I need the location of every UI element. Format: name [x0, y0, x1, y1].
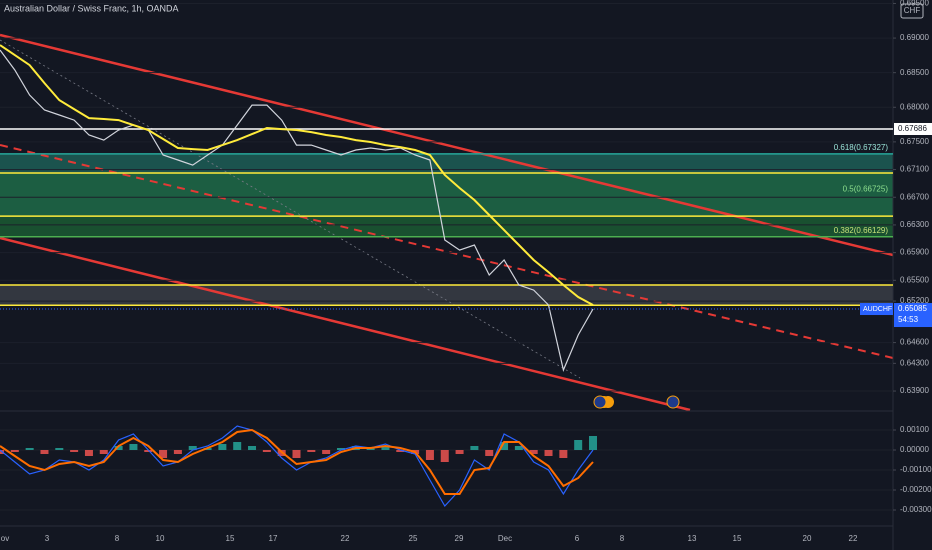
x-tick-label: 10: [156, 534, 165, 543]
last-price-tag: [894, 303, 932, 328]
x-tick-label: 15: [226, 534, 235, 543]
y-tick-label: 0.00100: [900, 425, 929, 434]
x-tick-label: 6: [575, 534, 580, 543]
x-tick-label: Dec: [498, 534, 512, 543]
histogram-bar: [40, 450, 49, 454]
histogram-bar: [559, 450, 568, 458]
histogram-bar: [159, 450, 168, 458]
symbol-label: AUDCHF: [863, 306, 892, 313]
currency[interactable]: CHF: [904, 6, 921, 15]
currency-box[interactable]: [900, 3, 924, 19]
histogram-bar: [529, 450, 538, 454]
histogram-bar: [144, 450, 153, 452]
series-line: [0, 44, 594, 306]
zone: [0, 216, 893, 237]
histogram-bar: [470, 446, 479, 450]
histogram-bar: [99, 450, 108, 454]
histogram-bar: [10, 450, 19, 452]
x-tick-label: ov: [1, 534, 9, 543]
chart-title: Australian Dollar / Swiss Franc, 1h, OAN…: [4, 3, 179, 13]
histogram-bar: [114, 446, 123, 450]
histogram-bar: [396, 450, 405, 452]
x-tick-label: 22: [849, 534, 858, 543]
guide-line: [0, 39, 581, 379]
y-tick-label: 0.66300: [900, 220, 929, 229]
histogram-bar: [25, 448, 34, 450]
countdown: 54:53: [898, 315, 919, 324]
y-tick-label: 0.69000: [900, 33, 929, 42]
histogram-bar: [574, 440, 583, 450]
symbol-tag: [860, 303, 893, 316]
histogram-bar: [262, 450, 271, 452]
histogram-bar: [129, 444, 138, 450]
fib-label: 0.5(0.66725): [843, 185, 889, 194]
zone: [0, 285, 893, 306]
x-tick-label: 17: [269, 534, 278, 543]
y-tick-label: 0.00000: [900, 445, 929, 454]
histogram-bar: [55, 448, 64, 450]
x-tick-label: 8: [620, 534, 625, 543]
price-tag-label: 0.67686: [898, 124, 927, 133]
histogram-bar: [336, 448, 345, 450]
price-tag: [894, 123, 932, 136]
x-tick-label: 3: [45, 534, 50, 543]
y-tick-label: 0.65900: [900, 248, 929, 257]
last-price-label: 0.65085: [898, 304, 927, 313]
histogram-bar: [70, 450, 79, 452]
series-line: [0, 428, 594, 495]
event-icons: [593, 395, 680, 409]
histogram-bar: [173, 450, 182, 454]
x-tick-label: 25: [409, 534, 418, 543]
x-tick-label: 29: [455, 534, 464, 543]
y-tick-label: 0.64300: [900, 358, 929, 367]
histogram-bar: [425, 450, 434, 460]
y-tick-label: 0.63900: [900, 386, 929, 395]
histogram-bar: [514, 446, 523, 450]
y-tick-label: -0.00300: [900, 505, 932, 514]
histogram-bar: [322, 450, 331, 454]
zone: [0, 173, 893, 217]
y-tick-label: 0.67500: [900, 137, 929, 146]
trend-line: [0, 33, 894, 257]
y-tick-label: 0.65200: [900, 296, 929, 305]
histogram-bar: [84, 450, 93, 456]
histogram-bar: [544, 450, 553, 456]
histogram-bar: [485, 450, 494, 456]
histogram-bar: [307, 450, 316, 452]
x-tick-label: 13: [688, 534, 697, 543]
fib-label: 0.382(0.66129): [834, 226, 889, 235]
series-line: [0, 49, 594, 372]
fib-label: 0.618(0.67327): [834, 143, 889, 152]
histogram-bar: [248, 446, 257, 450]
histogram-bar: [440, 450, 449, 462]
y-tick-label: 0.67100: [900, 165, 929, 174]
zones: [0, 153, 893, 306]
histogram-bar: [455, 450, 464, 454]
y-tick-label: 0.69500: [900, 0, 929, 8]
y-tick-label: 0.66700: [900, 192, 929, 201]
y-tick-label: -0.00200: [900, 485, 932, 494]
histogram-bar: [218, 444, 227, 450]
histogram-bar: [589, 436, 597, 450]
x-tick-label: 20: [803, 534, 812, 543]
histogram-bar: [233, 442, 242, 450]
histogram-bar: [292, 450, 301, 458]
histogram-bar: [500, 442, 509, 450]
trend-line: [0, 236, 691, 412]
x-tick-label: 15: [733, 534, 742, 543]
y-tick-label: 0.68500: [900, 68, 929, 77]
zone: [0, 153, 893, 174]
x-tick-label: 22: [341, 534, 350, 543]
histogram-bar: [381, 446, 390, 450]
y-tick-label: 0.64600: [900, 338, 929, 347]
y-tick-label: 0.68000: [900, 102, 929, 111]
x-tick-label: 8: [115, 534, 120, 543]
y-tick-label: -0.00100: [900, 465, 932, 474]
y-tick-label: 0.65500: [900, 275, 929, 284]
histogram-bar: [188, 446, 197, 450]
